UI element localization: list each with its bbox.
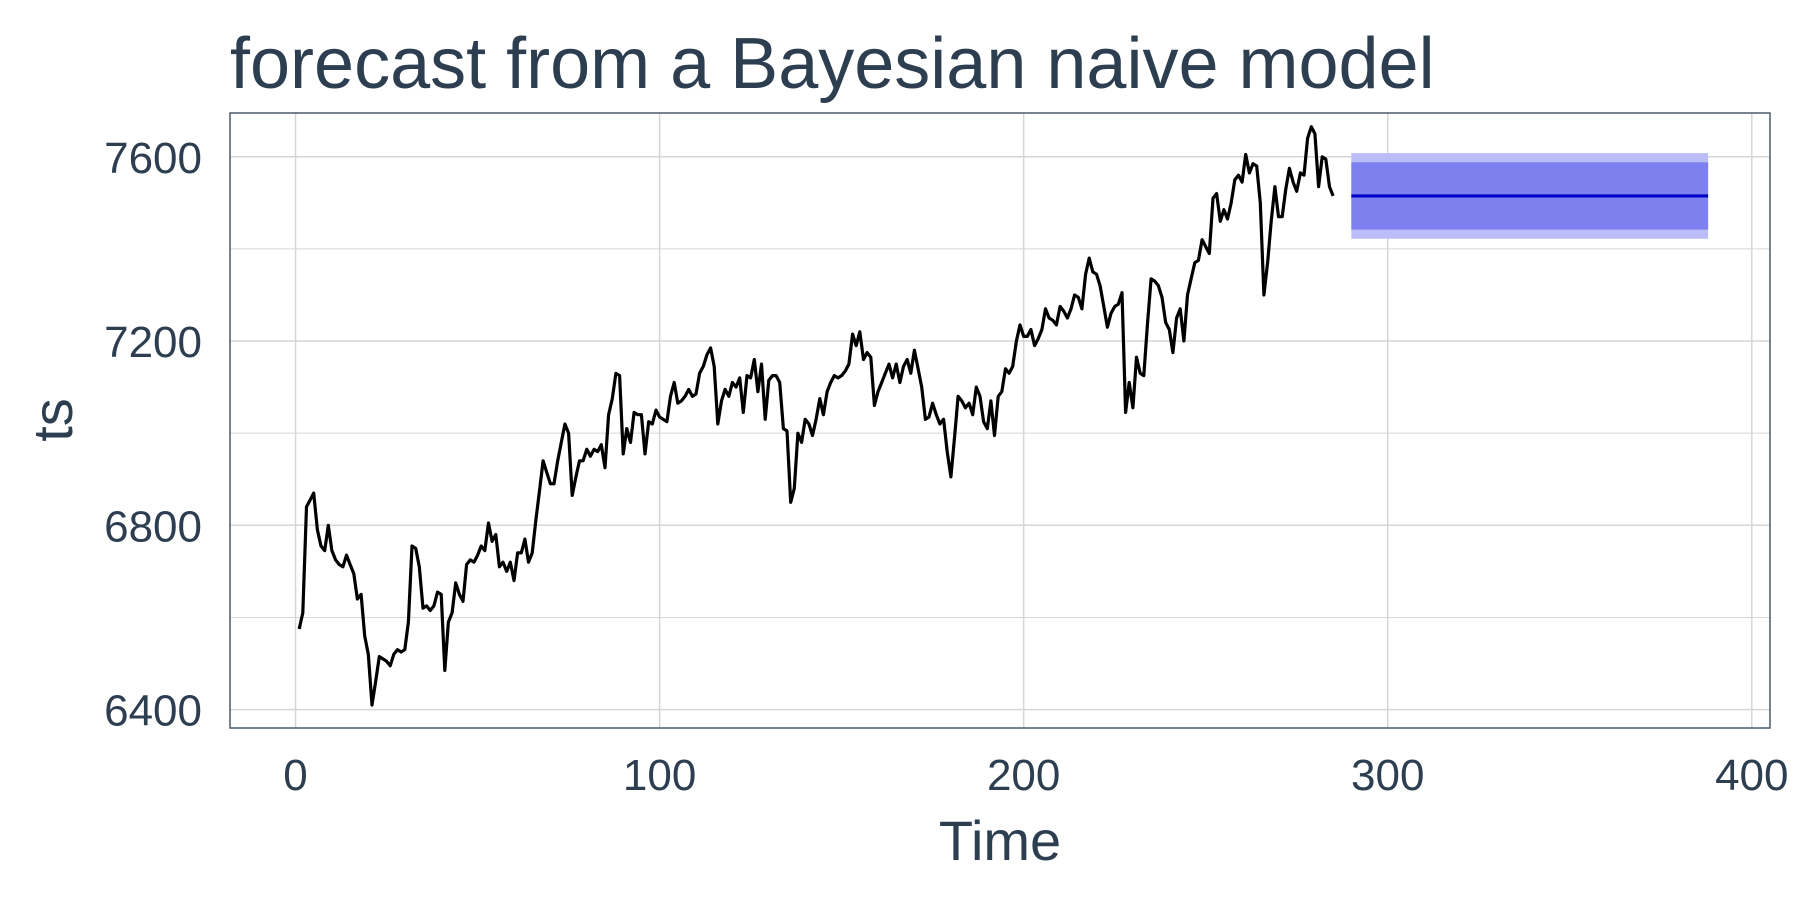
- y-tick-label: 7600: [104, 134, 202, 183]
- y-tick-label: 7200: [104, 318, 202, 367]
- x-tick-label: 300: [1351, 751, 1424, 800]
- x-tick-label: 200: [987, 751, 1060, 800]
- y-tick-label: 6800: [104, 502, 202, 551]
- x-tick-label: 100: [623, 751, 696, 800]
- x-tick-label: 0: [283, 751, 307, 800]
- y-tick-label: 6400: [104, 687, 202, 736]
- observed-series-line: [299, 127, 1333, 705]
- x-axis-label: Time: [939, 809, 1061, 872]
- y-axis-label: ts: [21, 398, 84, 442]
- chart-title: forecast from a Bayesian naive model: [230, 24, 1435, 104]
- y-axis-ticks: 6400 6800 7200 7600: [104, 134, 202, 736]
- x-tick-label: 400: [1715, 751, 1788, 800]
- x-axis-ticks: 0 100 200 300 400: [283, 751, 1788, 800]
